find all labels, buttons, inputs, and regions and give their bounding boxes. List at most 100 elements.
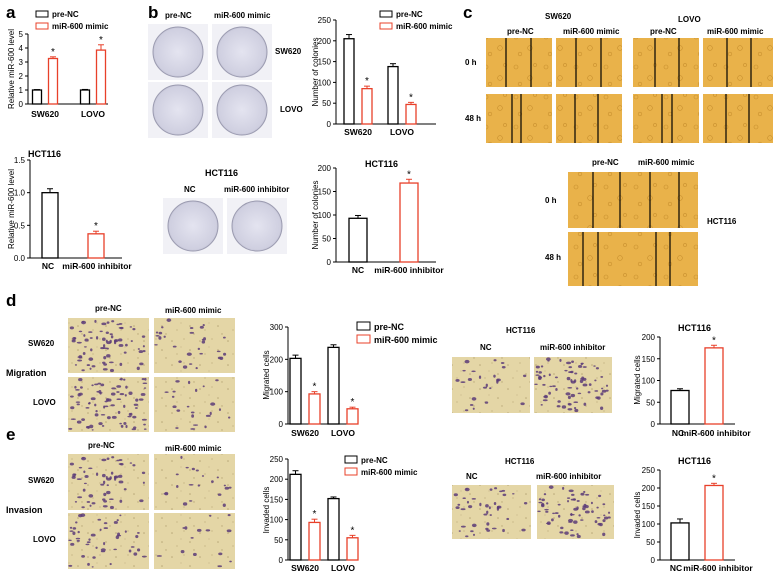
scratch-col-label: miR-600 mimic [707, 27, 764, 36]
stained-cell [543, 394, 548, 399]
y-axis-label: Number of colonies [311, 38, 320, 107]
stained-cell [154, 344, 158, 346]
stained-cell [83, 346, 87, 348]
stained-cell [78, 355, 83, 359]
stained-cell [90, 397, 96, 401]
stained-cell [557, 400, 561, 403]
stained-cell [566, 361, 572, 365]
bar [289, 473, 302, 561]
stained-cell [189, 326, 194, 330]
stained-cell [582, 366, 587, 368]
y-tick-label: 0 [651, 556, 656, 565]
stained-cell [545, 510, 549, 513]
stained-cell [106, 477, 112, 481]
stained-cell [573, 401, 579, 404]
stained-cell [91, 365, 96, 368]
stained-cell [81, 321, 85, 323]
scratch-col-label: pre-NC [507, 27, 534, 36]
stained-cell [101, 337, 106, 341]
stained-cell [125, 343, 128, 347]
stained-cell [593, 365, 596, 367]
stained-cell [226, 529, 232, 533]
stained-cell [109, 562, 112, 566]
stained-cell [103, 527, 109, 530]
stained-cell [99, 330, 103, 333]
scratch-images-hct116 [568, 172, 698, 286]
stained-cell [106, 490, 111, 495]
legend-swatch-mimic [356, 334, 371, 344]
stained-cell [500, 362, 505, 364]
stained-cell [182, 527, 186, 529]
stained-cell [215, 379, 219, 382]
stained-cell [84, 338, 89, 342]
stained-cell [72, 527, 77, 530]
stained-cell [143, 423, 146, 426]
x-tick-label: SW620 [291, 563, 319, 572]
stained-cell [106, 354, 111, 358]
legend-label-prenc: pre-NC [374, 322, 405, 332]
stained-cell [566, 497, 571, 499]
legend-swatch-mimic [344, 467, 358, 476]
stained-cell [195, 469, 199, 472]
stained-cell [69, 526, 73, 529]
stained-cell [74, 501, 78, 503]
stained-cell [69, 395, 74, 398]
transwell-image [68, 454, 149, 510]
stained-cell [109, 368, 114, 373]
bar [95, 49, 107, 105]
stained-cell [70, 542, 75, 546]
stained-cell [163, 335, 166, 338]
transwell-image [537, 485, 614, 539]
stained-cell [95, 336, 99, 340]
stained-cell [116, 519, 119, 522]
stained-cell [96, 390, 100, 393]
significance-marker: * [409, 92, 413, 103]
stained-cell [164, 391, 169, 394]
y-tick-label: 200 [270, 475, 284, 484]
stained-cell [139, 499, 144, 503]
scratch-hct-title: HCT116 [707, 217, 737, 226]
y-tick-label: 0 [19, 100, 24, 109]
stained-cell [103, 522, 108, 525]
stained-cell [113, 340, 117, 345]
stained-cell [91, 384, 94, 387]
stained-cell [89, 337, 93, 339]
stained-cell [85, 426, 90, 429]
stained-cell [194, 388, 198, 393]
stained-cell [133, 552, 138, 556]
stained-cell [97, 382, 102, 385]
stained-cell [100, 483, 105, 486]
significance-marker: * [313, 509, 317, 520]
stained-cell [85, 543, 90, 546]
stained-cell [600, 406, 604, 411]
stained-cell [78, 392, 83, 396]
y-axis-label: Migrated cells [262, 350, 271, 399]
stained-cell [571, 493, 575, 496]
stained-cell [570, 393, 576, 398]
stained-cell [78, 514, 83, 518]
stained-cell [78, 330, 83, 333]
stained-cell [81, 506, 85, 509]
stained-cell [587, 391, 591, 394]
stained-cell [142, 349, 146, 353]
stained-cell [567, 395, 571, 400]
hct116-plate-label-inhibitor: miR-600 inhibitor [224, 185, 289, 194]
scratch-images-top [486, 38, 773, 143]
y-axis-label: Migrated cells [633, 355, 642, 404]
y-tick-label: 100 [642, 377, 656, 386]
stained-cell [190, 411, 195, 414]
stained-cell [105, 398, 110, 402]
stained-cell [201, 340, 206, 344]
stained-cell [506, 517, 510, 521]
y-tick-label: 50 [322, 235, 331, 244]
stained-cell [228, 486, 232, 489]
legend-swatch-mimic [379, 22, 393, 30]
y-tick-label: 200 [642, 484, 656, 493]
stained-cell [102, 368, 108, 371]
y-tick-label: 150 [642, 502, 656, 511]
stained-cell [110, 335, 114, 339]
stained-cell [133, 426, 137, 429]
stained-cell [522, 374, 527, 378]
stained-cell [74, 385, 77, 389]
